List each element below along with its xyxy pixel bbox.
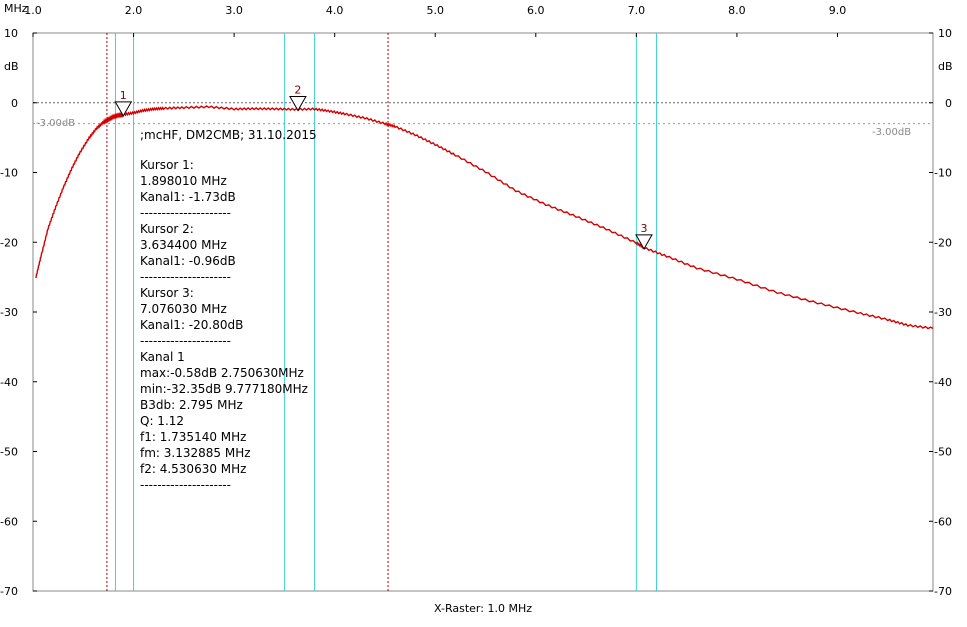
y-tick-label-left: -30 xyxy=(0,306,18,319)
x-tick-label: 4.0 xyxy=(326,4,344,17)
annotation-line: Kanal 1 xyxy=(140,350,185,364)
y-tick-label-right: -70 xyxy=(934,585,952,598)
y-tick-label-right: 0 xyxy=(945,97,952,110)
annotation-line: --------------------- xyxy=(140,270,231,284)
annotation-line: 3.634400 MHz xyxy=(140,238,227,252)
x-tick-label: 8.0 xyxy=(728,4,746,17)
y-tick-label-left: -60 xyxy=(0,515,18,528)
y-tick-label-left: 0 xyxy=(11,97,18,110)
annotation-line: Kursor 1: xyxy=(140,158,194,172)
cursor-marker-label-2: 2 xyxy=(294,83,301,96)
annotation-line: fm: 3.132885 MHz xyxy=(140,446,251,460)
x-tick-label: 3.0 xyxy=(225,4,243,17)
annotation-line: ;mcHF, DM2CMB; 31.10.2015 xyxy=(140,128,317,142)
annotation-line: Kursor 2: xyxy=(140,222,194,236)
x-tick-label: 5.0 xyxy=(426,4,444,17)
annotation-line: Kanal1: -1.73dB xyxy=(140,190,236,204)
annotation-line: --------------------- xyxy=(140,478,231,492)
y-unit-left: dB xyxy=(4,60,19,73)
ref-level-label-left: -3.00dB xyxy=(36,118,75,129)
y-tick-label-right: -20 xyxy=(934,236,952,249)
y-tick-label-right: -60 xyxy=(934,515,952,528)
annotation-line: Kanal1: -0.96dB xyxy=(140,254,236,268)
annotation-line: f2: 4.530630 MHz xyxy=(140,462,246,476)
cursor-info-panel: ;mcHF, DM2CMB; 31.10.2015 Kursor 1: 1.8980… xyxy=(140,128,317,492)
annotation-line: min:-32.35dB 9.777180MHz xyxy=(140,382,308,396)
plot-area xyxy=(32,32,934,592)
y-unit-right: dB xyxy=(938,60,953,73)
y-tick-label-left: -50 xyxy=(0,446,18,459)
x-tick-label: 9.0 xyxy=(829,4,847,17)
cursor-marker-label-3: 3 xyxy=(640,222,647,235)
cursor-marker-2[interactable] xyxy=(289,95,307,112)
cursor-marker-3[interactable] xyxy=(635,234,653,250)
x-tick-label: 2.0 xyxy=(125,4,143,17)
annotation-line: f1: 1.735140 MHz xyxy=(140,430,246,444)
annotation-line: max:-0.58dB 2.750630MHz xyxy=(140,366,304,380)
annotation-line: Kursor 3: xyxy=(140,286,194,300)
annotation-line: 7.076030 MHz xyxy=(140,302,227,316)
y-tick-label-left: -10 xyxy=(0,167,18,180)
annotation-line: --------------------- xyxy=(140,206,231,220)
trace-kanal1 xyxy=(35,105,934,330)
x-tick-label: 7.0 xyxy=(628,4,646,17)
y-tick-label-right: -40 xyxy=(934,376,952,389)
y-tick-label-right: -50 xyxy=(934,446,952,459)
y-tick-label-right: -30 xyxy=(934,306,952,319)
x-axis-label: X-Raster: 1.0 MHz xyxy=(434,602,532,615)
cursor-marker-label-1: 1 xyxy=(120,89,127,102)
y-tick-label-left: -20 xyxy=(0,236,18,249)
y-tick-label-left: -40 xyxy=(0,376,18,389)
annotation-line: 1.898010 MHz xyxy=(140,174,227,188)
y-tick-label-right: 10 xyxy=(938,27,952,40)
x-tick-label: 6.0 xyxy=(527,4,545,17)
x-unit-label: MHz xyxy=(4,2,28,15)
cursor-marker-1[interactable] xyxy=(114,101,133,117)
annotation-line: --------------------- xyxy=(140,334,231,348)
y-tick-label-right: -10 xyxy=(934,167,952,180)
annotation-line: Q: 1.12 xyxy=(140,414,184,428)
y-tick-label-left: -70 xyxy=(0,585,18,598)
y-tick-label-left: 10 xyxy=(4,27,18,40)
annotation-line: Kanal1: -20.80dB xyxy=(140,318,243,332)
annotation-line: B3db: 2.795 MHz xyxy=(140,398,243,412)
x-tick-label: 1.0 xyxy=(24,4,42,17)
ref-level-label-right: -3.00dB xyxy=(872,127,911,138)
